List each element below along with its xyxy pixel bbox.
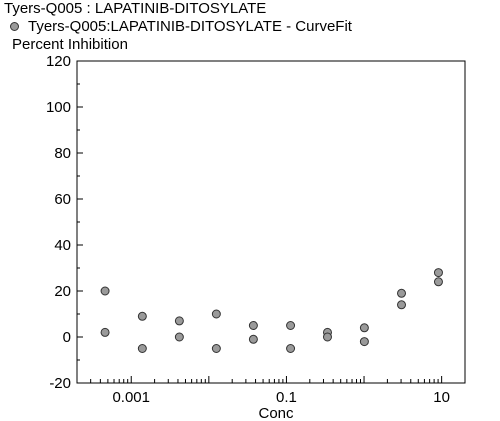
y-tick-label: 80: [54, 145, 71, 162]
y-tick-label: 100: [46, 99, 71, 116]
data-point: [433, 268, 443, 278]
x-axis-label: Conc: [258, 405, 294, 421]
y-tick-label: 40: [54, 237, 71, 254]
data-point: [100, 327, 110, 337]
x-tick-label: 0.1: [276, 389, 297, 406]
data-point: [359, 337, 369, 347]
y-tick-label: 20: [54, 283, 71, 300]
data-point: [211, 309, 221, 319]
data-point: [174, 332, 184, 342]
y-tick-label: -20: [49, 375, 71, 392]
data-point: [359, 323, 369, 333]
data-point: [248, 334, 258, 344]
data-point: [137, 344, 147, 353]
data-point: [433, 277, 443, 287]
y-tick-label: 60: [54, 191, 71, 208]
chart-title: Tyers-Q005 : LAPATINIB-DITOSYLATE: [4, 0, 267, 17]
y-axis-label: Percent Inhibition: [12, 36, 128, 53]
data-point: [100, 286, 110, 296]
plot-frame: [76, 60, 466, 384]
data-point: [286, 344, 296, 353]
data-point: [397, 300, 407, 310]
data-point: [248, 321, 258, 330]
data-point: [286, 321, 296, 330]
data-point: [322, 332, 332, 342]
legend: Tyers-Q005:LAPATINIB-DITOSYLATE - CurveF…: [10, 18, 352, 35]
data-point: [174, 316, 184, 326]
data-point: [397, 288, 407, 298]
data-point: [211, 344, 221, 353]
legend-label: Tyers-Q005:LAPATINIB-DITOSYLATE - CurveF…: [28, 18, 352, 35]
data-point: [137, 311, 147, 321]
x-tick-label: 0.001: [112, 389, 150, 406]
y-tick-label: 0: [63, 329, 71, 346]
x-tick-label: 10: [433, 389, 450, 406]
y-tick-label: 120: [46, 53, 71, 70]
legend-marker-icon: [10, 22, 19, 31]
